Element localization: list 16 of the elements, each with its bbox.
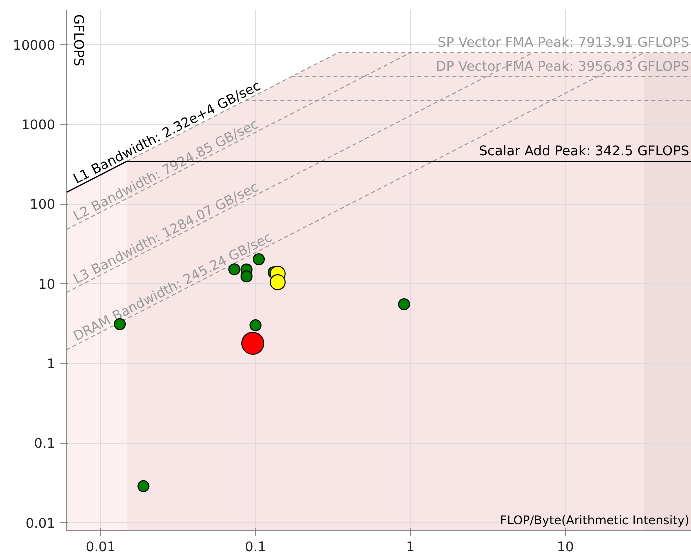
x-axis-title: FLOP/Byte(Arithmetic Intensity) [500, 514, 690, 528]
y-tick-label: 0.1 [34, 437, 56, 452]
x-tick-label: 10 [557, 540, 574, 555]
y-tick-label: 1000 [22, 118, 56, 134]
series-label: DP Vector FMA Peak: 3956.03 GFLOPS [436, 60, 690, 75]
y-tick-label: 100 [30, 198, 56, 214]
y-tick-label: 1 [47, 357, 56, 372]
y-tick-label: 10 [38, 278, 56, 293]
series-label: Scalar Add Peak: 342.5 GFLOPS [479, 144, 690, 160]
series-label: SP Vector FMA Peak: 7913.91 GFLOPS [438, 36, 690, 51]
y-tick-label: 10000 [13, 38, 56, 54]
y-tick-label: 0.01 [26, 516, 56, 532]
y-axis-title: GFLOPS [70, 14, 86, 66]
x-tick-label: 0.01 [86, 540, 116, 555]
x-tick-label: 0.1 [245, 540, 266, 555]
x-tick-label: 1 [406, 540, 415, 555]
